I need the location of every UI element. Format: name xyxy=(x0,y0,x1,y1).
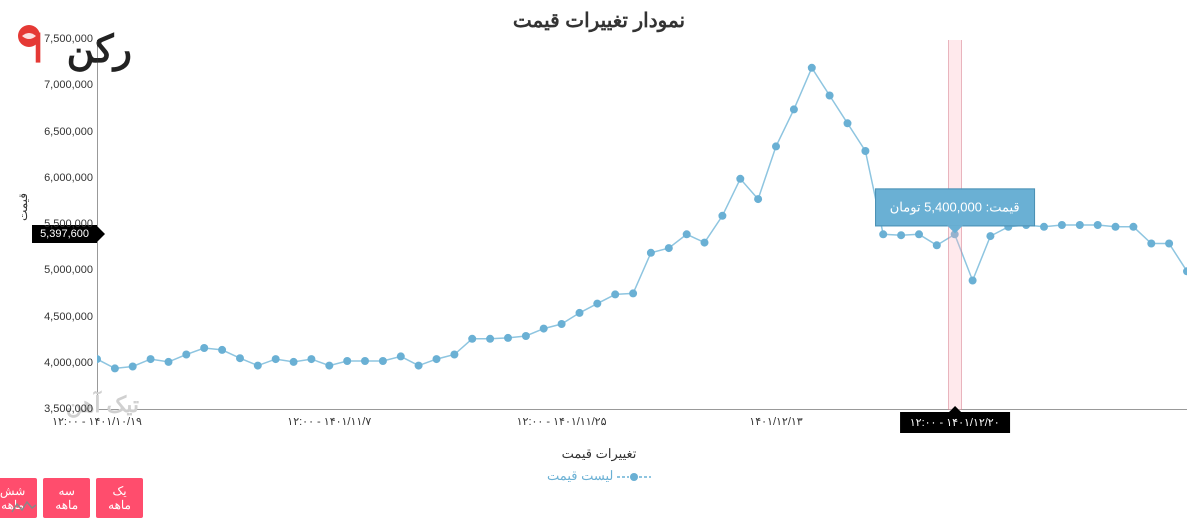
y-axis-label: قیمت xyxy=(17,193,31,221)
tooltip: قیمت: 5,400,000 تومان xyxy=(876,189,1036,227)
y-tick-label: 3,500,000 xyxy=(24,403,94,415)
x-tick-label: ۱۴۰۱/۱۱/۲۵ - ۱۲:۰۰ xyxy=(518,415,608,428)
y-tick-label: 6,500,000 xyxy=(24,126,94,138)
y-tick-label: 7,000,000 xyxy=(24,79,94,91)
x-tick-label: ۱۴۰۱/۱۲/۱۳ xyxy=(750,415,803,428)
x-current-badge: ۱۴۰۱/۱۲/۲۰ - ۱۲:۰۰ xyxy=(901,412,1011,433)
y-tick-label: 5,500,000 xyxy=(24,218,94,230)
y-tick-label: 6,000,000 xyxy=(24,172,94,184)
y-tick-label: 5,000,000 xyxy=(24,264,94,276)
time-btn-3m[interactable]: سه ماهه xyxy=(44,478,91,518)
x-tick-label: ۱۴۰۱/۱۰/۱۹ - ۱۲:۰۰ xyxy=(53,415,143,428)
y-tick-label: 7,500,000 xyxy=(24,33,94,45)
legend-marker xyxy=(618,471,652,483)
chart-title: نمودار تغییرات قیمت xyxy=(0,0,1200,33)
x-tick-label: ۱۴۰۱/۱۱/۷ - ۱۲:۰۰ xyxy=(288,415,372,428)
sparkline-icon[interactable] xyxy=(12,500,38,516)
x-axis-label: تغییرات قیمت xyxy=(0,446,1200,462)
y-tick-label: 4,500,000 xyxy=(24,311,94,323)
legend: لیست قیمت xyxy=(0,468,1200,484)
legend-label: لیست قیمت xyxy=(548,468,614,483)
time-btn-1m[interactable]: یک ماهه xyxy=(97,478,144,518)
y-tick-label: 4,000,000 xyxy=(24,357,94,369)
